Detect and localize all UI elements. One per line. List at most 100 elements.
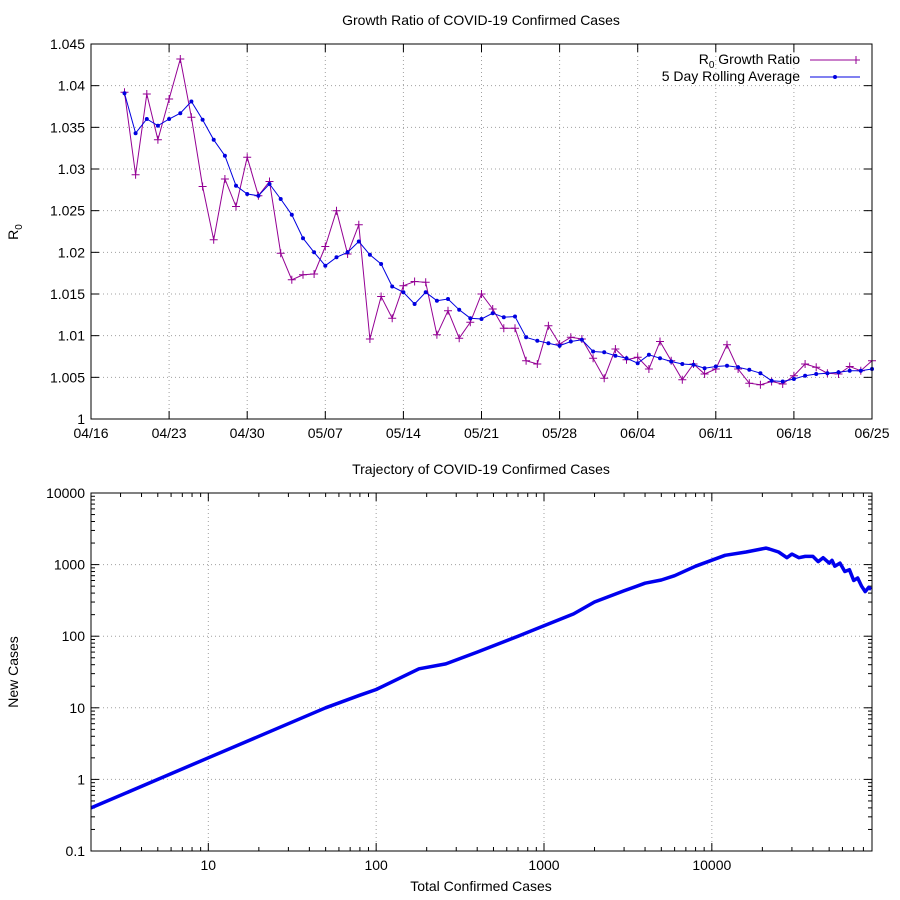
rolling-average-point <box>624 356 629 361</box>
growth-ratio-point <box>332 206 341 215</box>
rolling-average-point <box>178 111 183 116</box>
growth-ratio-y-axis-label-main: R <box>5 230 21 240</box>
growth-ratio-point <box>276 249 285 258</box>
trajectory-x-tick-label: 100 <box>364 857 388 873</box>
growth-ratio-point <box>165 95 174 103</box>
rolling-average-point <box>256 193 261 198</box>
growth-ratio-y-tick-label: 1.025 <box>50 203 85 219</box>
rolling-average-point <box>479 317 484 321</box>
trajectory-x-tick-label: 10000 <box>692 857 731 873</box>
rolling-average-point <box>635 361 640 366</box>
rolling-average-point <box>858 368 863 373</box>
growth-ratio-point <box>232 202 240 211</box>
growth-ratio-point <box>131 170 140 179</box>
growth-ratio-y-tick-label: 1.015 <box>50 286 85 302</box>
growth-ratio-point <box>321 242 330 251</box>
growth-ratio-point <box>421 278 430 287</box>
growth-ratio-point <box>812 363 821 372</box>
growth-ratio-x-tick-label: 06/11 <box>699 425 733 441</box>
growth-ratio-point <box>511 324 519 333</box>
rolling-average-point <box>245 192 250 196</box>
growth-ratio-y-tick-label: 1.035 <box>50 119 85 135</box>
rolling-average-point <box>791 377 796 381</box>
growth-ratio-point <box>522 356 531 365</box>
growth-ratio-point <box>499 324 508 333</box>
rolling-average-point <box>658 356 662 361</box>
trajectory-x-tick-label: 10 <box>201 857 217 873</box>
growth-ratio-point <box>633 353 642 362</box>
growth-ratio-y-tick-label: 1.04 <box>58 78 85 94</box>
growth-ratio-point <box>432 330 441 339</box>
growth-ratio-y-tick-label: 1.045 <box>50 36 85 52</box>
rolling-average-point <box>847 368 852 373</box>
rolling-average-point <box>434 298 439 303</box>
growth-ratio-point <box>801 360 810 368</box>
rolling-average-point <box>390 284 395 289</box>
rolling-average-point <box>356 239 361 244</box>
growth-ratio-point <box>656 337 664 346</box>
rolling-average-point <box>825 371 830 376</box>
trajectory-gridlines <box>91 493 872 851</box>
growth-ratio-x-tick-label: 05/28 <box>542 425 577 441</box>
growth-ratio-x-tick-label: 04/30 <box>230 425 265 441</box>
growth-ratio-point <box>287 275 296 284</box>
legend-entry-growth-ratio: R0 Growth Ratio <box>699 51 800 71</box>
growth-ratio-chart-title: Growth Ratio of COVID-19 Confirmed Cases <box>342 12 620 28</box>
rolling-average-point <box>312 250 317 255</box>
growth-ratio-x-tick-label: 05/21 <box>464 425 499 441</box>
trajectory-y-tick-label: 0.1 <box>66 843 86 859</box>
growth-ratio-point <box>589 354 598 363</box>
rolling-average-point <box>423 290 428 295</box>
rolling-average-point <box>289 212 294 217</box>
growth-ratio-point <box>644 365 653 373</box>
growth-ratio-point <box>243 153 252 162</box>
growth-ratio-point <box>377 292 386 301</box>
trajectory-y-axis-label: New Cases <box>5 636 21 708</box>
rolling-average-point <box>345 250 350 255</box>
growth-ratio-point <box>700 370 709 378</box>
growth-ratio-y-tick-label: 1 <box>77 411 85 427</box>
rolling-average-point <box>446 297 450 301</box>
rolling-average-point <box>222 153 227 158</box>
rolling-average-point <box>613 353 618 358</box>
rolling-average-point <box>769 378 774 383</box>
rolling-average-line <box>124 93 873 383</box>
rolling-average-point <box>725 363 729 368</box>
rolling-average-point <box>155 123 160 128</box>
growth-ratio-x-tick-label: 06/18 <box>776 425 811 441</box>
rolling-average-point <box>501 315 506 320</box>
growth-ratio-point <box>444 306 452 315</box>
growth-ratio-point <box>723 340 731 349</box>
growth-ratio-point <box>477 290 486 298</box>
rolling-average-point <box>267 182 272 186</box>
rolling-average-point <box>702 366 707 371</box>
rolling-average-point <box>736 365 741 370</box>
trajectory-y-tick-label: 10000 <box>46 485 85 501</box>
trajectory-plot-frame <box>90 492 873 852</box>
rolling-average-point <box>546 341 551 346</box>
growth-ratio-y-tick-label: 1.005 <box>50 369 85 385</box>
rolling-average-point <box>836 370 841 375</box>
legend-rolling-average-marker <box>833 75 837 79</box>
rolling-average-point <box>278 197 283 201</box>
growth-ratio-y-tick-label: 1.03 <box>58 161 85 177</box>
growth-ratio-point <box>176 55 185 63</box>
growth-ratio-x-tick-label: 05/14 <box>386 425 421 441</box>
rolling-average-point <box>591 349 596 354</box>
rolling-average-point <box>234 183 238 188</box>
growth-ratio-series <box>120 55 876 389</box>
growth-ratio-point <box>209 235 218 244</box>
growth-ratio-y-tick-label: 1.01 <box>58 328 85 344</box>
growth-ratio-y-axis-label-sub: 0 <box>14 224 25 230</box>
rolling-average-point <box>691 362 696 367</box>
growth-ratio-point <box>410 277 419 286</box>
growth-ratio-point <box>198 182 207 191</box>
rolling-average-point <box>211 137 216 142</box>
growth-ratio-x-tick-label: 05/07 <box>308 425 343 441</box>
rolling-average-point <box>367 252 372 257</box>
trajectory-y-tick-label: 10 <box>69 700 85 716</box>
rolling-average-point <box>200 117 205 122</box>
growth-ratio-point <box>142 90 151 98</box>
rolling-average-point <box>680 362 685 366</box>
growth-ratio-point <box>455 334 464 343</box>
